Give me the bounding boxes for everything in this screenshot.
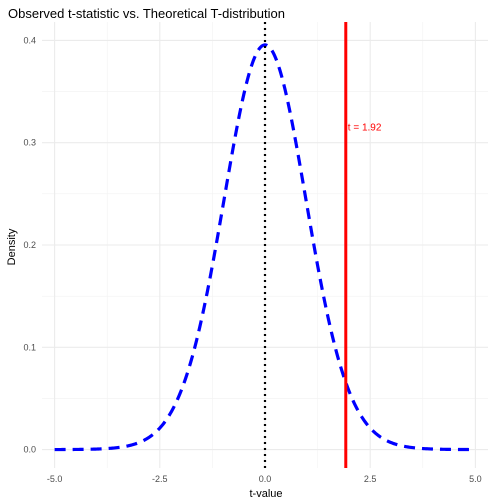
y-axis-label: Density	[6, 228, 18, 265]
x-tick-label: 0.0	[259, 474, 272, 484]
density-curve-series	[54, 43, 476, 452]
y-tick-label: 0.1	[23, 342, 36, 352]
y-tick-label: 0.2	[23, 240, 36, 250]
x-tick-label: -2.5	[152, 474, 168, 484]
tick-labels: -5.0 -2.5 0.0 2.5 5.0 0.0 0.1 0.2 0.3 0.4	[23, 35, 481, 484]
chart-title: Observed t-statistic vs. Theoretical T-d…	[8, 6, 285, 21]
y-tick-label: 0.4	[23, 35, 36, 45]
x-axis-label: t-value	[249, 488, 282, 500]
y-tick-label: 0.0	[23, 445, 36, 455]
plot-panel: -5.0 -2.5 0.0 2.5 5.0 0.0 0.1 0.2 0.3 0.4 t = 1.9…	[23, 22, 488, 484]
x-tick-label: -5.0	[47, 474, 63, 484]
x-tick-label: 5.0	[469, 474, 482, 484]
x-tick-label: 2.5	[364, 474, 377, 484]
y-tick-label: 0.3	[23, 138, 36, 148]
observed-t-annotation: t = 1.92	[348, 122, 382, 133]
